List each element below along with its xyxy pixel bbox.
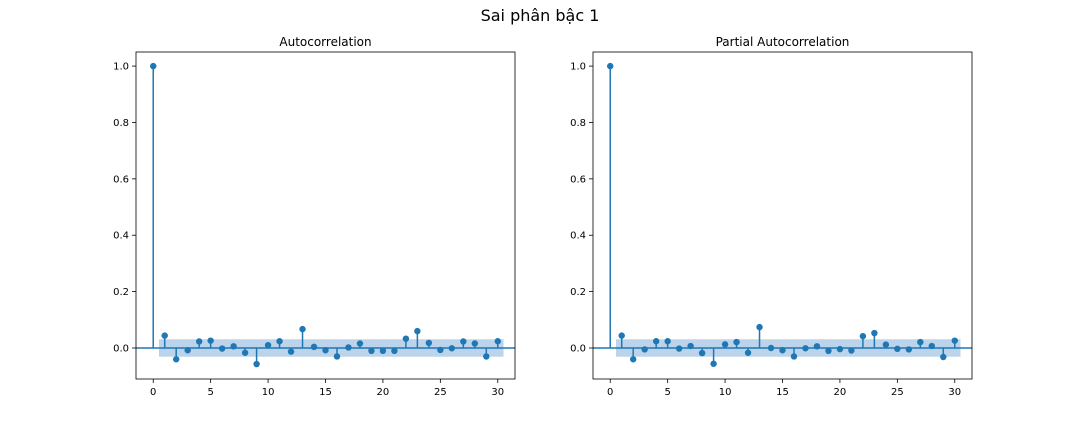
stem-marker [940, 353, 947, 361]
y-tick-label: 0.4 [113, 231, 129, 242]
x-tick-label: 15 [319, 387, 332, 398]
x-tick-label: 20 [834, 387, 847, 398]
stem-marker [767, 344, 775, 352]
y-tick-label: 0.0 [113, 343, 129, 354]
y-tick-label: 0.4 [570, 231, 586, 242]
stem-marker [207, 337, 214, 344]
stem-marker [698, 349, 706, 357]
stem-marker [161, 332, 168, 339]
stem-marker [687, 342, 694, 350]
stem-marker [802, 345, 809, 352]
axes-frame [592, 51, 973, 380]
stem-marker [322, 347, 329, 354]
stem-marker [629, 356, 637, 363]
stem-marker [402, 335, 410, 342]
stem-marker [218, 345, 226, 352]
stem-marker [641, 346, 648, 353]
stem-marker [276, 338, 283, 345]
stem-marker [618, 332, 625, 339]
chart-panel-2: 0 5 10 15 20 25 30 0.0 0.2 0.4 0.6 0.8 1.0 Partial Au… [570, 35, 973, 398]
stem-marker [253, 360, 260, 368]
stem-marker [882, 341, 890, 348]
stem-marker [664, 338, 671, 345]
stem-marker [483, 353, 490, 360]
stem-marker [264, 341, 272, 349]
stem-marker [756, 323, 763, 331]
stem-marker [607, 62, 614, 70]
stem-marker [675, 345, 683, 352]
stem-marker [299, 325, 306, 333]
stem-marker [494, 338, 501, 345]
x-tick-label: 10 [262, 387, 275, 398]
stem-marker [368, 347, 375, 355]
stem-marker [733, 338, 740, 346]
stem-marker [951, 337, 958, 344]
stem-marker [287, 348, 295, 355]
stem-marker [391, 347, 398, 355]
x-tick-label: 5 [664, 387, 670, 398]
x-tick-label: 20 [377, 387, 390, 398]
chart-title: Autocorrelation [279, 35, 371, 49]
stem-marker [721, 341, 729, 348]
x-tick-label: 25 [434, 387, 447, 398]
chart-title: Partial Autocorrelation [716, 35, 850, 49]
stem-marker [790, 353, 798, 360]
stem-marker [779, 347, 786, 354]
axes-frame [135, 51, 516, 380]
stem-marker [825, 347, 832, 355]
stem-marker [345, 344, 352, 351]
stem-marker [652, 338, 660, 345]
stem-marker [848, 347, 855, 354]
stem-marker [744, 349, 752, 356]
stem-marker [859, 332, 867, 340]
x-tick-label: 10 [719, 387, 732, 398]
stem-marker [379, 347, 387, 355]
stem-marker [813, 343, 821, 350]
x-tick-label: 5 [207, 387, 213, 398]
stem-marker [710, 360, 717, 367]
stem-marker [437, 346, 444, 354]
x-tick-label: 15 [776, 387, 789, 398]
stem-marker [928, 342, 936, 350]
stem-marker [241, 349, 249, 356]
stem-marker [905, 346, 913, 353]
x-tick-label: 30 [491, 387, 504, 398]
stem-marker [425, 339, 433, 347]
y-tick-label: 0.6 [113, 174, 129, 185]
stem-marker [195, 338, 203, 345]
y-tick-label: 0.8 [113, 118, 129, 129]
stem-marker [172, 356, 180, 363]
y-tick-label: 0.6 [570, 174, 586, 185]
stem-marker [836, 345, 844, 353]
stem-marker [230, 343, 237, 350]
y-tick-label: 0.0 [570, 343, 586, 354]
stem-marker [448, 345, 456, 352]
stem-marker [871, 329, 878, 337]
stem-marker [460, 338, 467, 345]
stem-marker [184, 347, 191, 354]
figure-title: Sai phân bậc 1 [480, 6, 600, 25]
chart-panel-1: 0 5 10 15 20 25 30 0.0 0.2 0.4 0.6 0.8 1.0 Autocorrel… [113, 35, 516, 398]
x-tick-label: 30 [948, 387, 961, 398]
stem-marker [894, 345, 901, 353]
y-tick-label: 1.0 [113, 62, 129, 73]
stem-marker [414, 327, 421, 335]
x-tick-label: 0 [607, 387, 613, 398]
stem-marker [917, 338, 924, 346]
stem-marker [310, 343, 318, 351]
stem-marker [150, 62, 157, 70]
x-tick-label: 25 [891, 387, 904, 398]
stem-marker [333, 353, 341, 360]
y-tick-label: 0.8 [570, 118, 586, 129]
y-tick-label: 0.2 [113, 287, 129, 298]
x-tick-label: 0 [150, 387, 156, 398]
stem-marker [356, 340, 364, 347]
y-tick-label: 1.0 [570, 62, 586, 73]
stem-marker [471, 340, 479, 347]
y-tick-label: 0.2 [570, 287, 586, 298]
